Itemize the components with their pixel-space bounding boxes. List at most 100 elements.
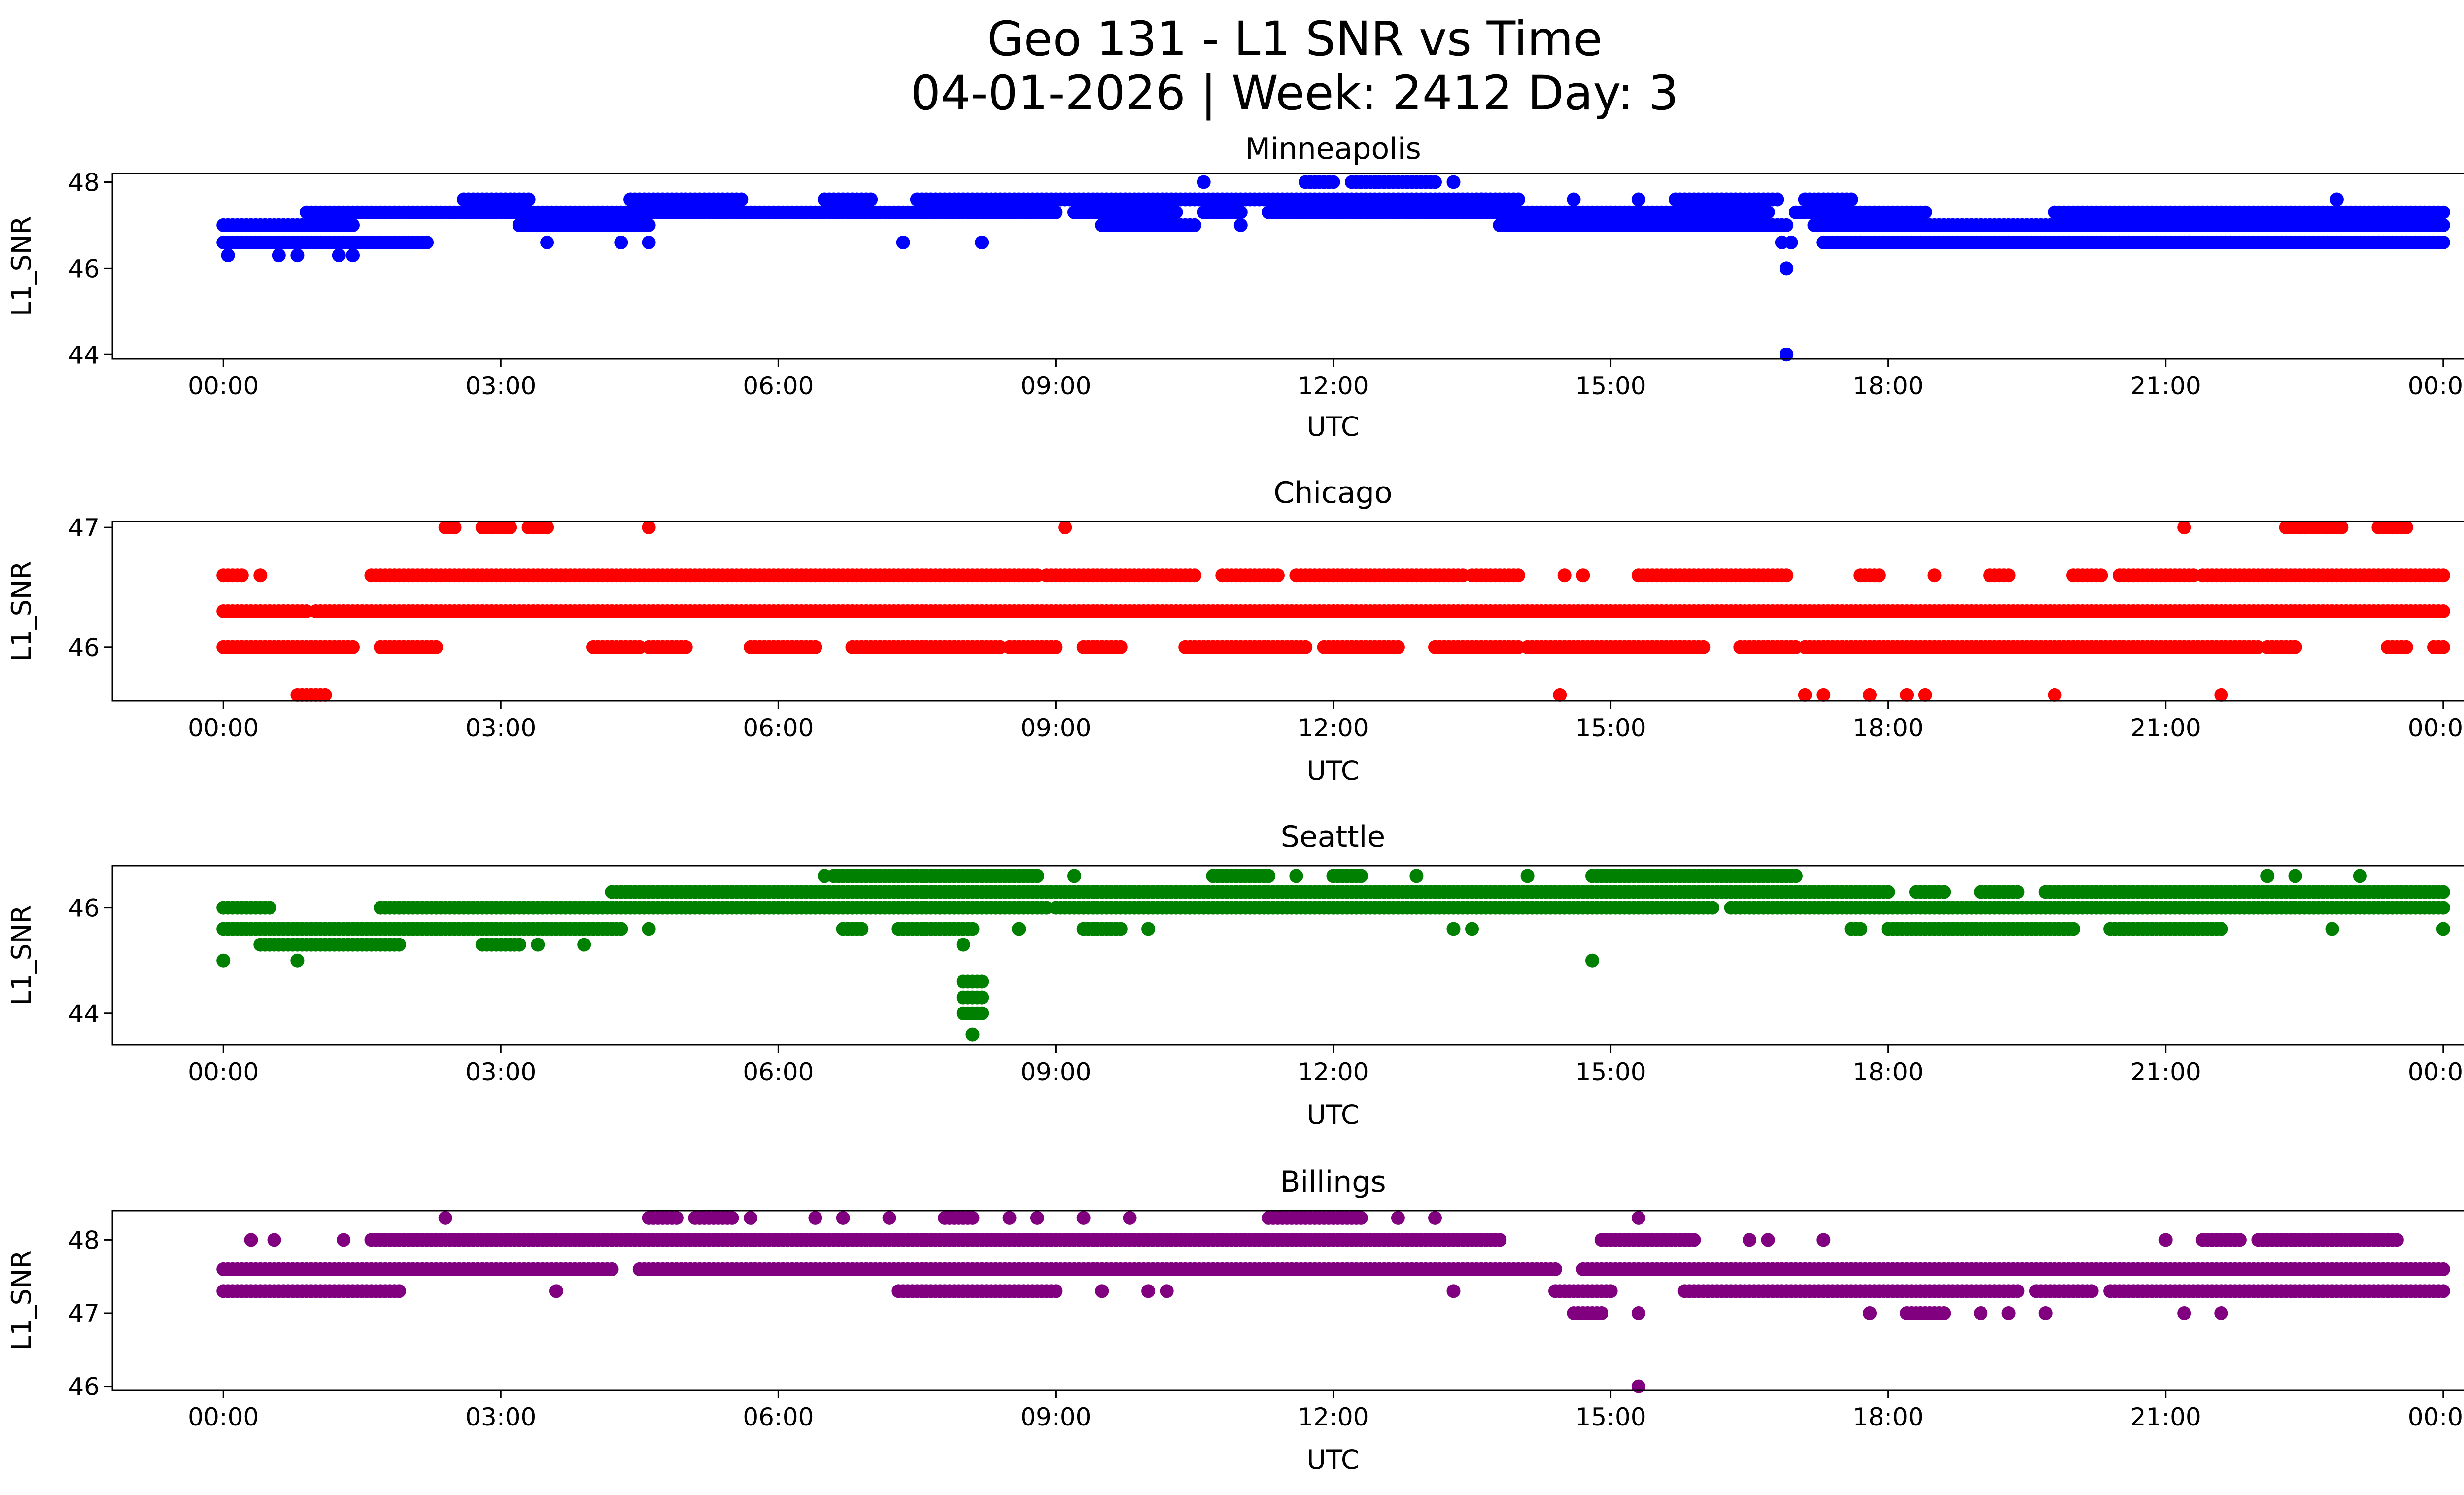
data-point-level_47.3 (1049, 1284, 1063, 1298)
data-point-level_45.6 (855, 922, 869, 936)
data-point-level_46.6 (1262, 869, 1276, 883)
y-tick-label: 47 (68, 1299, 100, 1328)
data-point-level_46.6 (1780, 568, 1794, 583)
y-tick-label: 48 (68, 1226, 100, 1254)
data-point-level_47.0 (1188, 218, 1201, 232)
x-tick-label: 12:00 (1298, 372, 1369, 400)
x-tick-label: 09:00 (1020, 1403, 1091, 1431)
x-axis-label: UTC (1306, 1444, 1359, 1475)
axis-ticks: 00:00 03:00 06:00 09:00 12:00 15:00 18:00 21:00… (68, 514, 2464, 742)
data-point-outlier (896, 235, 910, 249)
data-point-outlier (1567, 192, 1581, 207)
data-point-outlier (1067, 869, 1081, 883)
data-point-level_46.3 (2436, 885, 2450, 899)
data-point-level_44.0 (975, 1006, 989, 1020)
data-point-level_45.6 (1853, 922, 1868, 936)
x-tick-label: 00:00 (188, 372, 259, 400)
data-point-level_47.3 (1918, 205, 1932, 219)
data-point-outlier (2149, 235, 2163, 249)
data-point-outlier (1631, 1379, 1645, 1393)
x-tick-label: 00:00 (2408, 1058, 2464, 1086)
data-point-outlier (1853, 235, 1868, 249)
data-point-outlier (1622, 640, 1637, 654)
panel-title: Chicago (1273, 476, 1392, 510)
x-tick-label: 00:00 (188, 714, 259, 742)
x-tick-label: 12:00 (1298, 1403, 1369, 1431)
data-point-outlier (1197, 175, 1211, 189)
y-axis-label: L1_SNR (6, 561, 37, 661)
data-point-outlier (2214, 1306, 2228, 1320)
data-point-outlier (2177, 1306, 2191, 1320)
data-point-outlier (1863, 1306, 1877, 1320)
x-tick-label: 00:00 (188, 1403, 259, 1431)
data-point-outlier (1076, 1211, 1091, 1225)
x-tick-label: 21:00 (2130, 714, 2201, 742)
data-point-level_46.0 (2288, 640, 2302, 654)
panel-seattle: Seattle 00:00 03:00 06:00 09:00 12:00 15:00 18… (6, 820, 2464, 1130)
data-point-outlier (744, 1211, 758, 1225)
data-point-outlier (642, 922, 656, 936)
data-point-outlier (2158, 1233, 2173, 1247)
data-point-outlier (1123, 1211, 1137, 1225)
data-point-level_47.3 (2436, 205, 2450, 219)
x-tick-label: 03:00 (465, 714, 536, 742)
data-point-outlier (332, 248, 346, 263)
data-point-outlier (1428, 1211, 1442, 1225)
data-point-outlier (642, 521, 656, 535)
data-point-level_46.6 (1511, 568, 1525, 583)
figure-title-line1: Geo 131 - L1 SNR vs Time (987, 11, 1603, 67)
data-point-outlier (2177, 521, 2191, 535)
data-point-level_47.0 (503, 521, 517, 535)
data-point-level_47.0 (540, 521, 554, 535)
data-point-level_47.6 (2436, 1262, 2450, 1276)
data-point-level_45.6 (318, 688, 332, 702)
data-point-level_48.3 (669, 1211, 684, 1225)
data-point-outlier (438, 1211, 452, 1225)
data-point-outlier (253, 568, 268, 583)
y-tick-label: 48 (68, 168, 100, 197)
data-point-level_46.0 (2436, 901, 2450, 915)
data-point-outlier (1446, 922, 1461, 936)
data-point-outlier (956, 938, 970, 952)
data-point-outlier (1557, 568, 1572, 583)
data-point-outlier (1761, 1233, 1775, 1247)
data-point-outlier (965, 1027, 980, 1042)
data-point-level_47.6 (1770, 192, 1784, 207)
data-point-outlier (2399, 235, 2413, 249)
x-tick-label: 06:00 (743, 372, 814, 400)
panel-title: Billings (1280, 1165, 1386, 1199)
data-point-level_48.0 (1687, 1233, 1701, 1247)
data-point-level_47.3 (1169, 205, 1183, 219)
data-point-level_46.6 (235, 568, 249, 583)
data-point-level_46.3 (2011, 885, 2025, 899)
data-point-outlier (1002, 1211, 1017, 1225)
x-tick-label: 09:00 (1020, 714, 1091, 742)
data-point-level_46.6 (420, 235, 434, 249)
data-point-level_44.6 (975, 974, 989, 989)
data-point-level_47.0 (447, 521, 462, 535)
y-tick-label: 47 (68, 514, 100, 542)
data-point-level_46.6 (2436, 568, 2450, 583)
data-point-level_47.6 (734, 192, 749, 207)
plot-frame (111, 521, 2464, 702)
y-tick-label: 46 (68, 1373, 100, 1401)
x-tick-label: 06:00 (743, 1058, 814, 1086)
data-point-level_47.0 (346, 218, 360, 232)
data-point-level_46.6 (2001, 568, 2016, 583)
data-point-level_47.6 (1548, 1262, 1562, 1276)
data-point-outlier (1446, 1284, 1461, 1298)
x-tick-label: 03:00 (465, 1403, 536, 1431)
data-point-outlier (1520, 869, 1535, 883)
x-tick-label: 18:00 (1853, 1403, 1924, 1431)
x-tick-label: 00:00 (188, 1058, 259, 1086)
data-point-level_47.6 (1844, 192, 1858, 207)
data-point-level_46.0 (346, 640, 360, 654)
data-point-outlier (975, 235, 989, 249)
data-point-outlier (1030, 1211, 1044, 1225)
data-point-outlier (1465, 922, 1479, 936)
data-point-outlier (642, 235, 656, 249)
data-point-level_47.3 (1049, 205, 1063, 219)
data-point-outlier (267, 1233, 281, 1247)
data-point-outlier (2316, 235, 2330, 249)
x-axis-label: UTC (1306, 411, 1359, 442)
